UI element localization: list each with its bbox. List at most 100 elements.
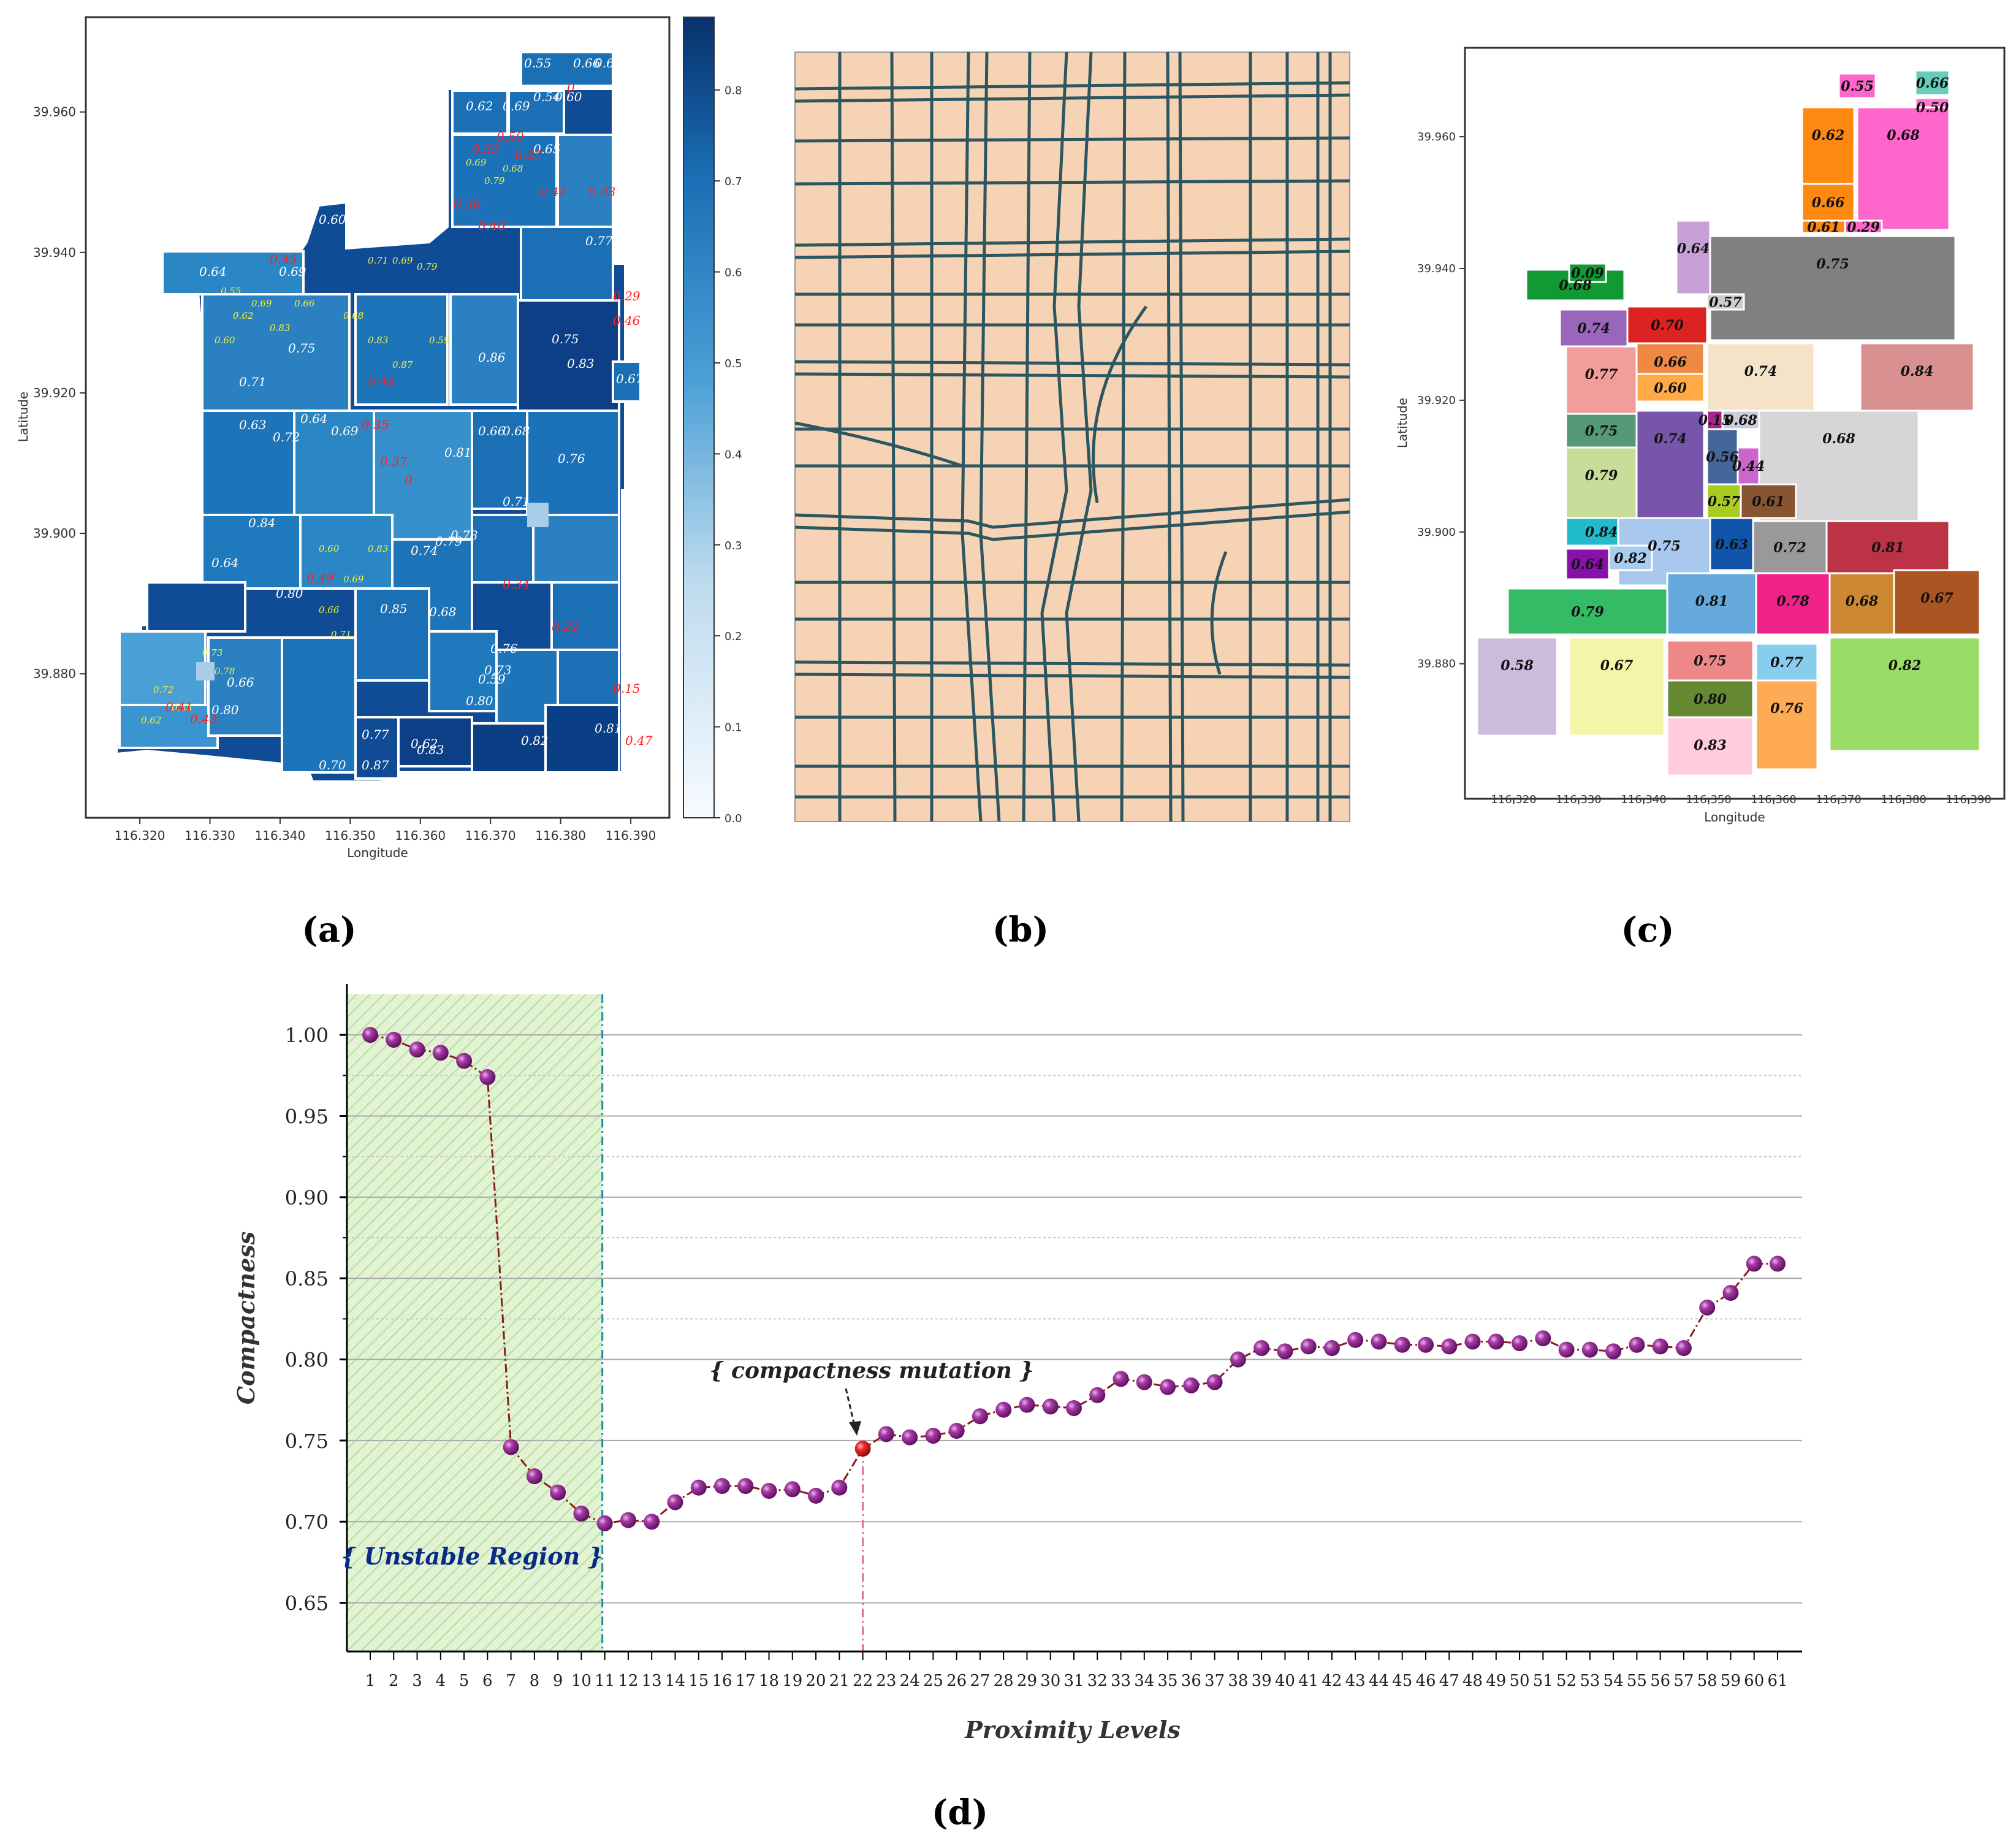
panel-a-red-label: 0.43: [190, 712, 218, 726]
panel-d-x-tick-label: 34: [1134, 1672, 1154, 1690]
panel-c-region-label: 0.64: [1571, 557, 1604, 573]
panel-a-red-label: 0.29: [613, 289, 641, 303]
panel-d-x-tick-label: 35: [1158, 1672, 1178, 1690]
panel-a-x-tick-label: 116.360: [395, 828, 446, 843]
compactness-point: [620, 1512, 636, 1528]
panel-c-region: [1844, 219, 1883, 234]
panel-c-region-label: 0.75: [1816, 256, 1849, 272]
panel-c-caption: (c): [1621, 910, 1674, 950]
panel-c-region-label: 0.79: [1585, 468, 1618, 484]
panel-a-red-label: 0: [405, 473, 413, 487]
panel-c-x-tick-label: 116.340: [1621, 793, 1666, 806]
panel-a-block-label: 0.64: [211, 555, 239, 570]
panel-c-region-label: 0.82: [1889, 658, 1922, 674]
panel-a-red-label: 0: [567, 80, 575, 95]
panel-a-y-axis: 39.960 39.940 39.920 39.900 39.880: [33, 105, 86, 681]
panel-a-red-label: 0.37: [380, 454, 408, 469]
compactness-point: [362, 1027, 378, 1043]
panel-c-region-label: 0.58: [1501, 658, 1534, 674]
panel-d-y-tick-label: 0.80: [285, 1349, 329, 1372]
unstable-region-hatch: [347, 994, 603, 1652]
panel-d-x-tick-label: 14: [665, 1672, 685, 1690]
panel-d-x-tick-label: 12: [618, 1672, 638, 1690]
panel-d-x-tick-label: 10: [571, 1672, 591, 1690]
panel-d-x-tick-label: 61: [1767, 1672, 1787, 1690]
panel-a-red-label: 0.27: [515, 148, 542, 162]
panel-c-region-label: 0.80: [1694, 691, 1727, 707]
panel-c-y-tick-label: 39.940: [1417, 262, 1456, 275]
panel-c-region-label: 0.75: [1585, 424, 1618, 440]
panel-a-red-label: 0.35: [362, 417, 389, 432]
panel-a-choropleth-map: 0.55 0.660.610.62 0.690.540.600.640.600.69…: [16, 16, 742, 950]
panel-c-region: [1721, 410, 1760, 430]
compactness-point: [1042, 1398, 1059, 1415]
compactness-point: [1089, 1387, 1106, 1403]
panel-a-colorbar-tick-label: 0.8: [725, 85, 742, 97]
panel-c-region-label: 0.68: [1559, 278, 1592, 294]
panel-d-x-tick-label: 8: [530, 1672, 540, 1690]
panel-a-fine-label: 0.71: [331, 629, 351, 640]
panel-d-x-tick-label: 20: [806, 1672, 826, 1690]
panel-a-block-label: 0.73: [484, 663, 512, 677]
panel-d-y-tick-label: 0.95: [285, 1105, 329, 1129]
panel-a-caption: (a): [302, 910, 356, 950]
panel-c-region: [1828, 636, 1981, 752]
panel-a-block-label: 0.54: [533, 90, 561, 104]
panel-d-x-tick-label: 48: [1463, 1672, 1483, 1690]
panel-c-region: [1568, 636, 1665, 737]
panel-a-block-label: 0.71: [503, 494, 530, 509]
panel-d-x-tick-label: 1: [365, 1672, 376, 1690]
panel-a-colorbar-tick-label: 0.0: [725, 812, 742, 825]
compactness-point: [667, 1494, 683, 1511]
panel-a-block-label: 0.87: [362, 758, 389, 772]
panel-d-x-tick-label: 58: [1697, 1672, 1717, 1690]
compactness-point: [479, 1069, 496, 1085]
panel-c-region-label: 0.81: [1871, 540, 1904, 556]
panel-a-fine-label: 0.72: [153, 684, 173, 695]
panel-a-block-label: 0.81: [444, 445, 472, 460]
panel-d-x-tick-label: 44: [1369, 1672, 1389, 1690]
panel-a-red-label: 0.49: [306, 571, 334, 585]
panel-a-colorbar-tick-label: 0.3: [725, 539, 742, 552]
panel-a-block-label: 0.66: [478, 424, 506, 438]
panel-c-region: [1666, 639, 1754, 682]
compactness-point: [1722, 1285, 1739, 1301]
compactness-point: [1323, 1340, 1340, 1357]
panel-d-y-tick-label: 0.75: [285, 1430, 329, 1453]
compactness-point: [831, 1479, 848, 1496]
compactness-point: [1629, 1336, 1645, 1353]
panel-a-block-label: 0.60: [319, 212, 346, 227]
panel-c-x-label: Longitude: [1704, 810, 1765, 825]
panel-a-x-label: Longitude: [347, 845, 408, 860]
panel-d-x-tick-label: 57: [1673, 1672, 1694, 1690]
panel-a-red-label: 0.34: [503, 577, 530, 592]
panel-d-x-tick-label: 46: [1415, 1672, 1436, 1690]
panel-c-region-label: 0.74: [1654, 431, 1687, 447]
panel-c-region: [1755, 572, 1831, 636]
panel-a-block-label: 0.62: [466, 99, 493, 113]
panel-c-x-axis: 116.320 116.330 116.340 116.350 116.360 116.3…: [1491, 793, 1991, 806]
panel-c-region: [1752, 520, 1828, 574]
compactness-point: [1206, 1374, 1223, 1390]
panel-c-region: [1635, 410, 1705, 525]
panel-c-region: [1914, 69, 1950, 96]
panel-d-y-tick-label: 0.85: [285, 1267, 329, 1290]
panel-a-fine-label: 0.55: [172, 703, 192, 714]
panel-d-x-tick-label: 17: [736, 1672, 756, 1690]
panel-a-fine-label: 0.68: [343, 310, 363, 321]
panel-c-region-label: 0.74: [1577, 321, 1610, 337]
panel-c-y-tick-label: 39.920: [1417, 394, 1456, 407]
panel-c-region-label: 0.84: [1585, 525, 1618, 541]
compactness-point: [808, 1487, 824, 1504]
panel-a-block-labels: 0.55 0.660.610.62 0.690.540.600.640.600.69…: [141, 56, 644, 772]
panel-c-region-label: 0.83: [1694, 737, 1727, 753]
panel-c-x-tick-label: 116.320: [1491, 793, 1536, 806]
panel-d-x-tick-label: 54: [1603, 1672, 1624, 1690]
compactness-point: [1418, 1336, 1434, 1353]
panel-a-y-tick-label: 39.960: [33, 105, 76, 120]
panel-a-x-tick-label: 116.350: [325, 828, 376, 843]
compactness-point: [784, 1481, 801, 1498]
panel-d-x-tick-label: 28: [994, 1672, 1014, 1690]
panel-a-x-tick-label: 116.380: [535, 828, 586, 843]
